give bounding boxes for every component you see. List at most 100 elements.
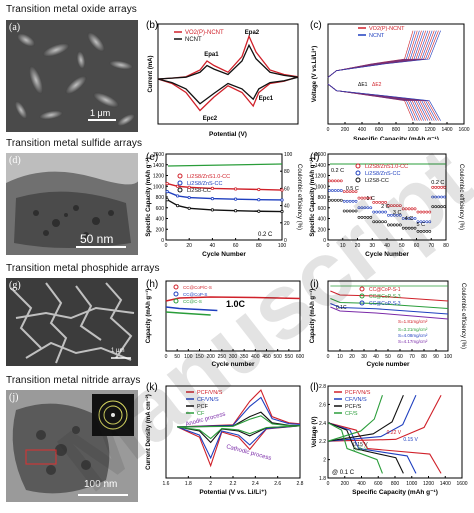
chart-k-cv: (k) Potential (V vs. Li/Li⁺) Current Densi…: [145, 382, 304, 496]
capacity-point-e-2-3: [210, 208, 215, 212]
x-tick-label-k-4: 2.4: [252, 481, 259, 487]
y-tick-label-f-1: 200: [318, 227, 327, 233]
rate-point-f-2-39: [384, 220, 387, 224]
rate-point-f-2-31: [372, 220, 376, 224]
x-tick-label-i-5: 50: [385, 354, 391, 360]
legend-swatch-i-2: [359, 300, 365, 306]
rate-point-f-2-15: [348, 209, 352, 213]
rate-point-f-0-27: [366, 196, 370, 200]
rate-point-f-0-77: [440, 185, 443, 189]
x-tick-label-e-0: 0: [165, 243, 168, 249]
x-tick-label-l-3: 600: [374, 481, 383, 487]
rate-point-f-0-7: [336, 179, 340, 183]
rate-point-f-1-17: [351, 199, 355, 203]
x-tick-label-c-6: 1200: [424, 127, 435, 133]
rate-point-f-0-79: [443, 185, 446, 189]
x-tick-label-h-4: 200: [206, 354, 215, 360]
rate-point-f-2-23: [360, 216, 364, 219]
capacity-curve-e-0: [166, 182, 283, 191]
x-tick-label-c-0: 0: [327, 127, 330, 133]
discharge-curve-c-2: [327, 83, 418, 121]
scale-bar-label-g: 1 μm: [111, 348, 125, 354]
rate-point-f-0-19: [354, 190, 358, 194]
plot-frame-k: [165, 385, 301, 479]
x-axis-label-e: Cycle Number: [202, 251, 246, 258]
rate-point-f-0-39: [384, 200, 387, 204]
capacity-point-e-1-2: [187, 195, 191, 200]
y-tick-label-e-8: 1600: [153, 152, 164, 158]
x-tick-label-l-6: 1200: [423, 481, 434, 487]
x-tick-label-i-0: 0: [327, 354, 330, 360]
y-tick-label-f-4: 800: [318, 195, 327, 201]
chart-c-voltage-profile: (c) Specific Capacity (mAh g⁻¹) Voltage (V…: [310, 20, 470, 140]
panel-label-l: (l): [310, 382, 319, 393]
rate-point-f-2-57: [410, 226, 414, 230]
rate-point-f-2-47: [395, 223, 399, 227]
rate-point-f-2-73: [434, 205, 438, 209]
rate-point-f-1-23: [360, 206, 364, 210]
rate-point-f-0-25: [363, 196, 367, 200]
y2-tick-label-e-5: 100: [284, 152, 293, 158]
chart-f-rate: (f) Cycle Number Specific Capacity (mAh g⁻…: [309, 152, 464, 258]
rate-point-f-0-75: [437, 185, 441, 189]
tem-texture-j: [6, 390, 138, 502]
legend-label-k-3: CF: [197, 411, 205, 417]
sem-image-a: (a) 1 μm: [6, 20, 138, 132]
panel-label-c: (c): [310, 20, 322, 31]
legend-label-c-0: VO2(P)-NCNT: [369, 26, 405, 32]
x-tick-label-h-7: 350: [240, 354, 249, 360]
y-tick-label-l-3: 2.4: [319, 421, 326, 427]
rate-point-f-2-21: [357, 216, 361, 219]
y-tick-label-e-2: 400: [156, 217, 165, 223]
legend-swatch-h-2: [173, 298, 179, 304]
capacity-point-e-2-5: [257, 209, 261, 213]
rate-point-f-0-41: [387, 204, 390, 208]
x-tick-label-k-6: 2.8: [297, 481, 304, 487]
annotation-k-1: Cathodic process: [225, 444, 271, 462]
y-tick-label-e-3: 600: [156, 206, 165, 212]
charge-curve-l-0: [327, 394, 442, 442]
rate-point-f-2-27: [366, 216, 370, 219]
x-tick-label-f-0: 0: [327, 243, 330, 249]
x-tick-label-h-3: 150: [195, 354, 204, 360]
y-tick-label-e-6: 1200: [153, 174, 164, 180]
rate-point-f-2-53: [404, 226, 408, 230]
x-axis-label-h: Cycle number: [212, 361, 255, 368]
y-axis-label-k: Current Density (mA cm⁻²): [145, 394, 152, 470]
rate-point-f-0-61: [416, 210, 420, 214]
annotation-l-1: 0.15 V: [403, 437, 418, 443]
cv-cathodic-k-0: [176, 425, 301, 468]
x-tick-label-h-6: 300: [229, 354, 238, 360]
x-tick-label-c-3: 600: [375, 127, 384, 133]
legend-label-i-2: CC@CoP-S-3: [369, 301, 401, 307]
rate-point-f-0-53: [404, 207, 408, 211]
x-tick-label-h-2: 100: [184, 354, 193, 360]
rate-point-f-2-9: [339, 198, 343, 202]
cv-curve-b-0: [157, 34, 299, 112]
annotation-l-0: 0.22 V: [387, 430, 402, 436]
y-tick-label-e-1: 200: [156, 227, 165, 233]
rate-point-f-2-77: [440, 205, 443, 209]
x-axis-label-i: Cycle number: [367, 361, 410, 368]
panel-label-a: (a): [9, 22, 21, 33]
x-tick-label-h-5: 250: [218, 354, 227, 360]
row-title-sulfide: Transition metal sulfide arrays: [6, 138, 143, 149]
rate-label-f-5: 4 C: [405, 216, 414, 222]
capacity-curve-i-3: [330, 306, 449, 320]
capacity-point-e-1-5: [257, 198, 261, 202]
y-tick-label-e-4: 800: [156, 195, 165, 201]
legend-swatch-f-1: [355, 170, 361, 176]
x-tick-label-c-4: 800: [392, 127, 401, 133]
annotation-c-1: ΔE2: [372, 82, 382, 88]
x-tick-label-e-2: 40: [210, 243, 216, 249]
x-tick-label-i-3: 30: [361, 354, 367, 360]
rate-point-f-2-51: [401, 226, 405, 230]
rate-point-f-1-65: [422, 220, 426, 224]
rate-point-f-0-51: [401, 207, 405, 211]
capacity-point-e-2-1: [175, 203, 180, 208]
legend-swatch-i-0: [359, 286, 365, 292]
annotation-l-3: 0.25 V: [353, 446, 368, 452]
x-tick-label-f-5: 50: [399, 243, 405, 249]
discharge-curve-c-4: [327, 83, 422, 121]
